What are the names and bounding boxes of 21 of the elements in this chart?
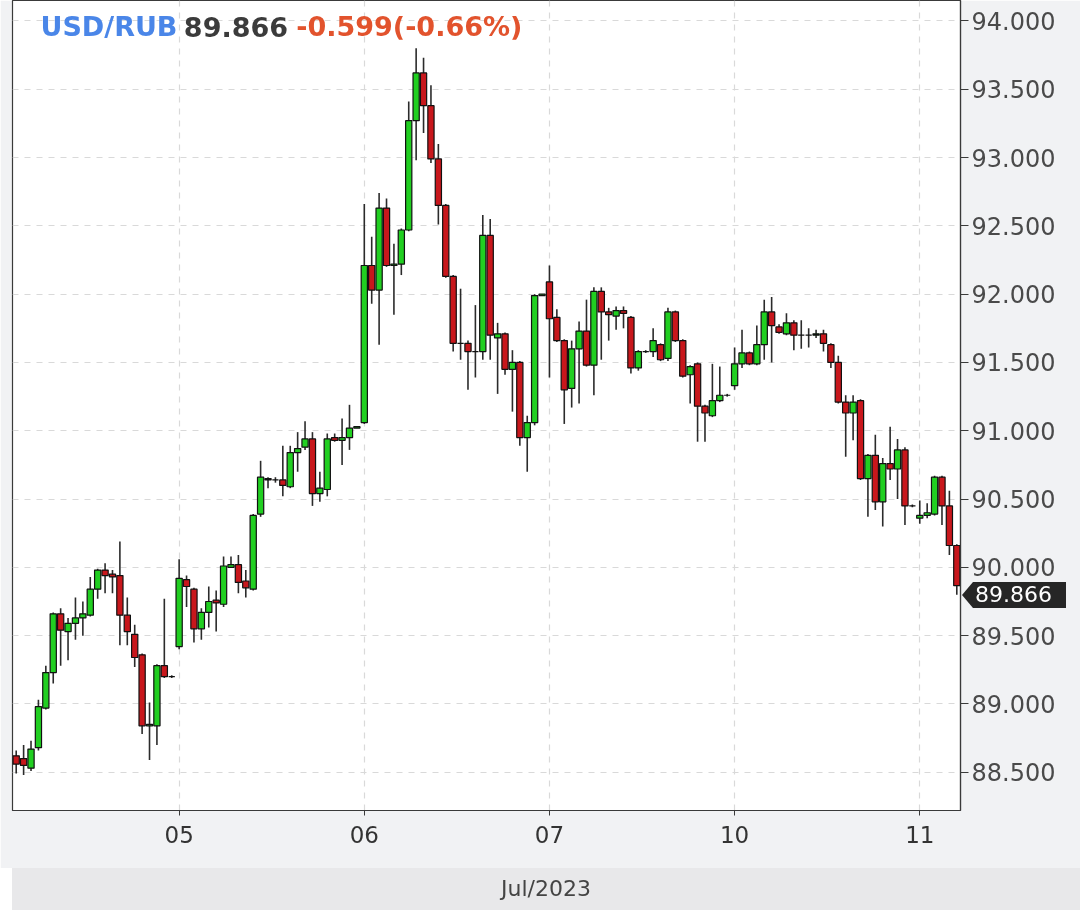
x-tick-label: 05 — [164, 821, 194, 848]
y-tick-label: 88.500 — [971, 759, 1056, 788]
chart-title: USD/RUB — [40, 11, 178, 42]
y-tick-label: 93.500 — [971, 76, 1056, 105]
y-tick-label: 90.500 — [971, 486, 1056, 515]
x-tick-label: 06 — [349, 821, 379, 848]
chart-subtitle: 89.866 -0.599(-0.66%) — [183, 11, 523, 43]
y-tick-label: 91.000 — [971, 417, 1056, 446]
y-tick-label: 91.500 — [971, 349, 1056, 378]
y-tick-label: 92.000 — [971, 281, 1056, 310]
y-tick-label: 89.500 — [971, 622, 1056, 651]
x-tick-label: 11 — [905, 821, 935, 848]
y-tick-label: 89.000 — [971, 690, 1056, 719]
x-axis-title: Jul/2023 — [501, 875, 591, 903]
y-tick-label: 92.500 — [971, 212, 1056, 241]
y-tick-label: 90.000 — [971, 554, 1056, 583]
x-tick-label: 10 — [719, 821, 750, 848]
y-tick-label: 93.000 — [971, 144, 1056, 173]
y-tick-label: 94.000 — [971, 7, 1056, 36]
text: 89.866 — [975, 582, 1052, 608]
x-tick-label: 07 — [534, 821, 565, 848]
